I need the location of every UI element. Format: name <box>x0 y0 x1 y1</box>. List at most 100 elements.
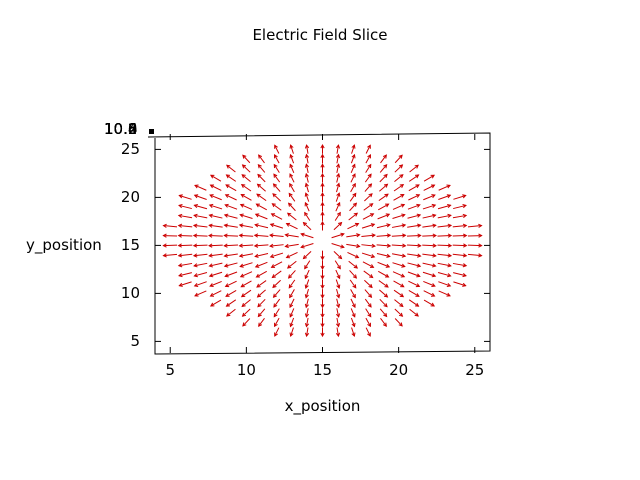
field-arrow-171 <box>335 317 341 328</box>
field-arrow-179 <box>331 242 345 249</box>
field-arrow-218 <box>361 252 376 259</box>
y-tick-label: 5 <box>130 332 140 351</box>
field-arrow-227 <box>365 163 372 173</box>
field-arrow-96 <box>272 289 281 298</box>
field-arrow-41 <box>225 299 237 307</box>
field-arrow-105 <box>271 203 282 211</box>
field-arrow-129 <box>289 163 295 173</box>
field-arrow-216 <box>363 270 374 279</box>
field-arrow-89 <box>257 173 266 183</box>
x-tick-label: 5 <box>165 361 175 379</box>
field-arrow-180 <box>331 232 345 239</box>
field-arrow-123 <box>285 222 298 230</box>
field-arrow-144 <box>304 211 311 221</box>
field-arrow-197 <box>348 260 359 269</box>
field-arrow-260 <box>392 203 406 210</box>
field-arrow-62 <box>239 262 253 268</box>
field-arrow-81 <box>254 252 269 258</box>
field-arrow-51 <box>224 203 238 210</box>
field-arrow-214 <box>364 289 373 298</box>
field-arrow-209 <box>351 144 356 154</box>
field-arrow-210 <box>365 327 371 337</box>
field-arrow-30 <box>208 262 223 268</box>
field-arrow-14 <box>194 290 207 297</box>
field-arrow-78 <box>256 280 267 288</box>
field-arrow-83 <box>253 233 269 238</box>
field-arrow-222 <box>362 213 375 220</box>
field-arrow-287 <box>422 253 437 258</box>
field-arrow-169 <box>320 144 325 154</box>
field-arrow-248 <box>394 318 403 327</box>
field-arrow-95 <box>273 298 281 308</box>
field-arrow-274 <box>407 233 422 238</box>
field-arrow-255 <box>391 253 407 258</box>
field-arrow-13 <box>178 194 192 200</box>
field-arrow-207 <box>350 163 356 173</box>
field-arrow-279 <box>408 184 420 192</box>
field-arrow-194 <box>350 289 356 299</box>
z-tick-label: 10.4 <box>104 120 138 138</box>
field-arrow-110 <box>274 154 280 164</box>
field-arrow-172 <box>335 308 341 318</box>
field-arrow-101 <box>269 243 284 248</box>
field-arrow-297 <box>438 281 452 287</box>
field-arrow-165 <box>320 182 325 193</box>
field-arrow-98 <box>271 270 282 279</box>
field-arrow-263 <box>394 174 404 183</box>
x-tick-label: 15 <box>312 361 333 379</box>
field-arrow-49 <box>223 223 238 228</box>
z-tick-label: 10.2 <box>104 120 138 138</box>
field-arrow-192 <box>350 308 356 318</box>
field-arrow-94 <box>273 308 280 318</box>
field-arrow-304 <box>437 213 452 219</box>
field-arrow-296 <box>438 290 451 297</box>
field-arrow-167 <box>320 163 325 173</box>
field-arrow-147 <box>304 182 309 193</box>
field-arrow-28 <box>209 281 222 288</box>
field-arrow-93 <box>274 317 280 328</box>
field-arrow-176 <box>335 269 341 280</box>
field-arrow-219 <box>361 243 376 248</box>
field-arrow-302 <box>437 233 453 238</box>
field-arrow-173 <box>336 298 341 309</box>
field-arrow-21 <box>192 223 208 228</box>
field-arrow-215 <box>364 279 373 289</box>
field-arrow-273 <box>407 243 422 248</box>
field-arrow-47 <box>223 243 238 248</box>
field-arrow-17 <box>193 262 208 268</box>
field-arrow-184 <box>335 192 341 202</box>
field-arrow-6 <box>177 262 193 268</box>
field-arrow-277 <box>407 203 421 210</box>
field-arrow-244 <box>379 183 389 192</box>
field-arrow-206 <box>350 173 356 183</box>
field-arrow-316 <box>453 204 467 210</box>
field-arrow-258 <box>391 223 407 228</box>
field-arrow-299 <box>437 262 452 268</box>
field-arrow-125 <box>287 202 296 212</box>
field-arrow-74 <box>258 317 265 327</box>
field-arrow-278 <box>408 194 421 201</box>
field-arrow-245 <box>379 173 388 183</box>
field-arrow-27 <box>209 290 222 297</box>
field-arrow-259 <box>392 213 406 220</box>
field-arrow-82 <box>253 243 269 248</box>
field-arrow-29 <box>208 271 223 278</box>
field-arrow-188 <box>335 153 341 164</box>
field-arrow-264 <box>394 164 404 173</box>
field-arrow-102 <box>269 233 284 238</box>
field-arrow-166 <box>320 172 325 183</box>
field-arrow-170 <box>335 327 341 338</box>
z-tick-labels-overlap: 10.0 10.2 10.4 10.6 10.8 <box>104 120 144 140</box>
field-arrow-156 <box>320 289 325 299</box>
field-arrow-104 <box>270 213 283 220</box>
field-arrow-12 <box>178 204 192 210</box>
field-arrow-161 <box>320 220 325 231</box>
field-arrow-15 <box>193 281 207 287</box>
y-tick-label: 25 <box>120 140 140 159</box>
field-arrow-231 <box>379 308 388 318</box>
field-arrow-106 <box>272 193 281 202</box>
x-tick-label: 25 <box>465 361 485 379</box>
field-arrow-271 <box>407 262 422 268</box>
field-arrow-305 <box>437 203 452 210</box>
